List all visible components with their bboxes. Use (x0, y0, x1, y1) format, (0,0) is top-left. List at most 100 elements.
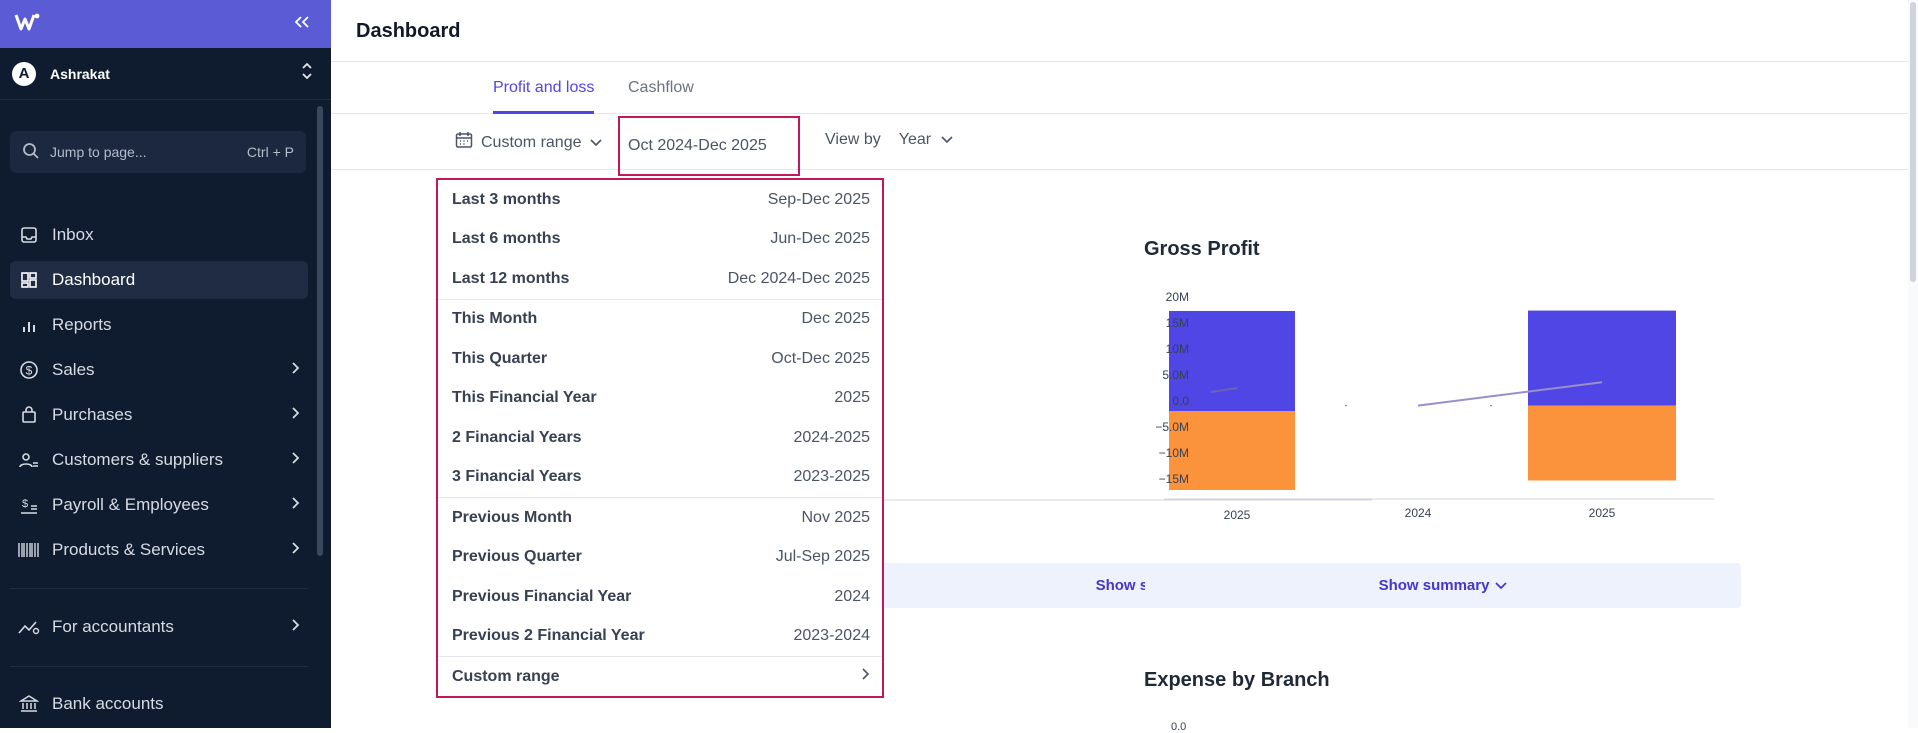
inbox-icon (18, 224, 40, 246)
view-by-label: View by (825, 131, 881, 148)
dropdown-item-label: Last 3 months (452, 190, 561, 208)
sidebar-header (0, 0, 331, 48)
svg-text:$: $ (22, 498, 28, 510)
dropdown-item-range: Jul-Sep 2025 (775, 548, 870, 566)
page-title: Dashboard (331, 0, 1918, 62)
sidebar-item-label: Customers & suppliers (52, 450, 224, 469)
show-summary-button[interactable]: Show summary (1145, 563, 1741, 608)
dropdown-item-this-month[interactable]: This Month Dec 2025 (438, 300, 882, 340)
y-tick-label: −15M (1159, 472, 1189, 486)
search-icon (22, 142, 40, 163)
x-tick-label: 2025 (1589, 506, 1616, 520)
view-by-select[interactable]: View by Year (825, 131, 953, 149)
bar-positive (1169, 311, 1295, 411)
collapse-sidebar-icon[interactable] (293, 15, 311, 34)
dropdown-item-last-12-months[interactable]: Last 12 months Dec 2024-Dec 2025 (438, 259, 882, 299)
main-scrollbar[interactable] (1908, 0, 1918, 728)
trend-icon (18, 616, 40, 638)
chevron-down-icon (1495, 577, 1508, 594)
sidebar-item-label: Dashboard (52, 270, 136, 289)
date-range-value[interactable]: Oct 2024-Dec 2025 (618, 116, 800, 176)
avatar: A (12, 61, 36, 86)
dropdown-item-2-financial-years[interactable]: 2 Financial Years 2024-2025 (438, 418, 882, 458)
y-tick-label: 5.0M (1162, 368, 1189, 382)
data-point (1345, 404, 1347, 407)
calendar-icon (455, 131, 473, 154)
trend-line (1417, 381, 1603, 407)
sidebar-scrollbar[interactable] (317, 106, 323, 556)
sidebar-divider (10, 666, 308, 667)
dropdown-item-previous-2-financial-year[interactable]: Previous 2 Financial Year 2023-2024 (438, 617, 882, 657)
dropdown-item-previous-month[interactable]: Previous Month Nov 2025 (438, 498, 882, 538)
chevron-right-icon (290, 360, 300, 380)
payroll-icon: $ (18, 494, 40, 516)
chevron-down-icon (941, 131, 953, 149)
main-content: Dashboard Profit and loss Cashflow Custo… (331, 0, 1918, 733)
sidebar-item-sales[interactable]: $ Sales (10, 351, 308, 389)
sidebar-item-label: For accountants (52, 617, 174, 636)
dropdown-item-last-3-months[interactable]: Last 3 months Sep-Dec 2025 (438, 180, 882, 220)
tab-bar: Profit and loss Cashflow (331, 62, 1918, 114)
y-tick-label: −5.0M (1155, 420, 1189, 434)
dropdown-item-previous-financial-year[interactable]: Previous Financial Year 2024 (438, 577, 882, 617)
search-input[interactable]: Jump to page... Ctrl + P (10, 131, 306, 173)
sidebar: A Ashrakat Jump to page... Ctrl + P Inbo… (0, 0, 331, 728)
sidebar-item-label: Inbox (52, 225, 94, 244)
dropdown-item-range: Oct-Dec 2025 (771, 349, 870, 367)
dropdown-item-3-financial-years[interactable]: 3 Financial Years 2023-2025 (438, 458, 882, 498)
dropdown-item-this-quarter[interactable]: This Quarter Oct-Dec 2025 (438, 339, 882, 379)
org-switcher[interactable]: A Ashrakat (0, 48, 331, 100)
dropdown-item-range: 2023-2025 (793, 468, 870, 486)
chevron-right-icon (290, 405, 300, 425)
left-chart: 2025 (751, 311, 1372, 522)
sidebar-item-dashboard[interactable]: Dashboard (10, 261, 308, 299)
sidebar-item-for-accountants[interactable]: For accountants (10, 608, 308, 646)
sidebar-divider (10, 588, 308, 589)
dropdown-item-previous-quarter[interactable]: Previous Quarter Jul-Sep 2025 (438, 538, 882, 578)
dropdown-item-range: Dec 2025 (801, 310, 871, 328)
sidebar-item-products-services[interactable]: Products & Services (10, 531, 308, 569)
chevron-updown-icon (301, 62, 313, 85)
org-name: Ashrakat (50, 65, 110, 82)
dropdown-item-range: Sep-Dec 2025 (767, 190, 870, 208)
shopping-bag-icon (18, 404, 40, 426)
dropdown-item-label: 2 Financial Years (452, 428, 582, 446)
dropdown-item-label: Last 6 months (452, 230, 561, 248)
bank-icon (18, 693, 40, 715)
dropdown-item-custom-range[interactable]: Custom range (438, 657, 882, 697)
y-tick-label: 0.0 (1171, 721, 1187, 733)
bar-negative (1169, 411, 1295, 490)
gross-profit-chart: 20M 15M 10M 5.0M 0.0 −5.0M −10M −15M 2024 2025 (1155, 290, 1714, 520)
x-tick-label: 2025 (1224, 508, 1251, 522)
logo-icon[interactable] (14, 11, 40, 38)
sidebar-item-label: Purchases (52, 405, 133, 424)
chart-title-gross-profit: Gross Profit (1144, 238, 1260, 260)
dropdown-item-range: 2023-2024 (793, 627, 870, 645)
tab-profit-and-loss[interactable]: Profit and loss (493, 79, 595, 114)
svg-text:$: $ (26, 364, 33, 378)
dropdown-item-last-6-months[interactable]: Last 6 months Jun-Dec 2025 (438, 220, 882, 260)
barcode-icon (18, 539, 40, 561)
dropdown-item-range: Dec 2024-Dec 2025 (727, 269, 870, 287)
search-placeholder: Jump to page... (50, 144, 147, 160)
sidebar-item-label: Payroll & Employees (52, 495, 209, 514)
date-range-select[interactable]: Custom range (455, 131, 602, 154)
dropdown-item-range: 2024-2025 (793, 428, 870, 446)
bar-chart-icon (18, 314, 40, 336)
sidebar-item-customers-suppliers[interactable]: Customers & suppliers (10, 441, 308, 479)
data-point (1490, 404, 1492, 407)
sidebar-item-reports[interactable]: Reports (10, 306, 308, 344)
x-tick-label: 2024 (1405, 506, 1432, 520)
y-tick-label: 0.0 (1172, 394, 1189, 408)
tab-cashflow[interactable]: Cashflow (628, 79, 694, 96)
search-shortcut: Ctrl + P (246, 144, 294, 160)
sidebar-item-inbox[interactable]: Inbox (10, 216, 308, 254)
sidebar-item-label: Reports (52, 315, 112, 334)
bar (1528, 405, 1676, 481)
sidebar-item-payroll-employees[interactable]: $ Payroll & Employees (10, 486, 308, 524)
sidebar-item-bank-accounts[interactable]: Bank accounts (10, 685, 308, 723)
dropdown-item-this-financial-year[interactable]: This Financial Year 2025 (438, 379, 882, 419)
dropdown-item-label: Previous 2 Financial Year (452, 627, 645, 645)
sidebar-item-purchases[interactable]: Purchases (10, 396, 308, 434)
main-scrollbar-thumb[interactable] (1910, 2, 1916, 282)
